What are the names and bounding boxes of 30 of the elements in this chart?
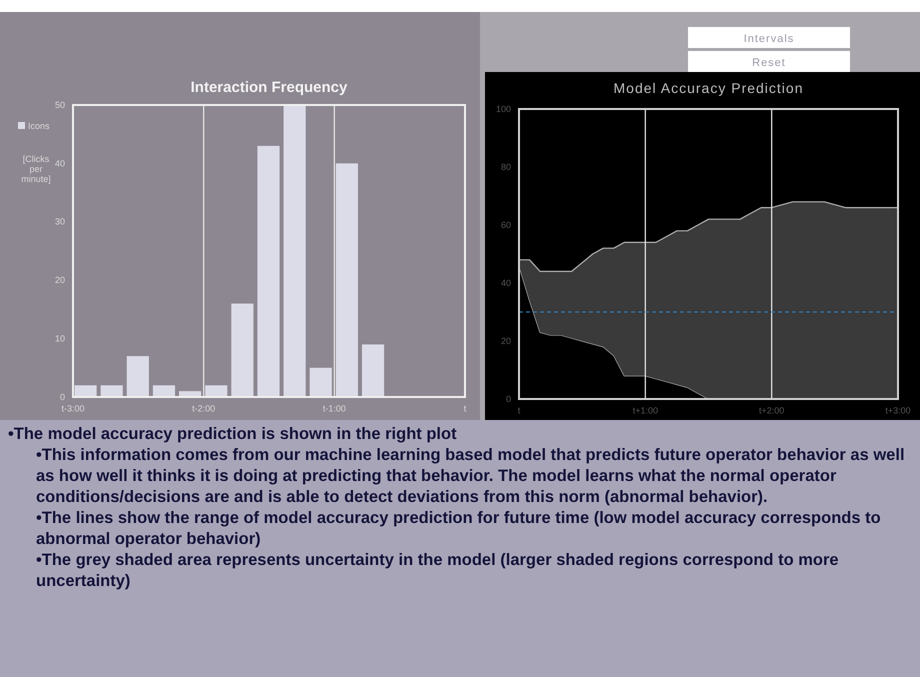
text: Reset xyxy=(752,57,786,69)
x-tick-label: t+1:00 xyxy=(632,405,658,416)
y-tick-label: 40 xyxy=(500,278,511,288)
chart-title: Model Accuracy Prediction xyxy=(614,80,804,96)
text: •The lines show the range of model accuracy prediction for future time (low model accuracy corresponds to abnormal operator behavior) xyxy=(35,508,882,550)
text: •This information comes from our machine learning based model that predicts future operator behavior as well as how well it thinks it is doing at predicting that behavior. The model learns what the normal operator conditions/decisions are and is able to detect deviations from this norm (abnormal behavior). xyxy=(35,445,906,508)
x-tick-label: t xyxy=(518,405,521,416)
text: •The grey shaded area represents uncertainty in the model (larger shaded regions correspond to more uncertainty) xyxy=(35,550,840,592)
y-tick-label: 20 xyxy=(500,336,511,346)
y-tick-label: 100 xyxy=(496,104,511,114)
x-tick-label: t xyxy=(464,403,467,414)
y-tick-label: 50 xyxy=(54,100,65,110)
x-tick-label: t-2:00 xyxy=(192,403,216,414)
y-tick-label: 0 xyxy=(506,394,511,404)
text: •The model accuracy prediction is shown in the right plot xyxy=(8,424,458,445)
y-tick-label: 40 xyxy=(54,158,65,168)
chart-title: Interaction Frequency xyxy=(190,79,348,96)
x-tick-label: t+3:00 xyxy=(885,405,911,416)
y-tick-label: 10 xyxy=(54,333,65,344)
y-axis-title: [Clicks per minute] xyxy=(21,154,51,184)
y-tick-label: 20 xyxy=(54,275,65,286)
y-tick-label: 60 xyxy=(500,220,511,230)
text: Intervals xyxy=(744,33,794,45)
y-tick-label: 80 xyxy=(500,162,511,172)
x-tick-label: t-3:00 xyxy=(61,403,85,414)
x-tick-label: t+2:00 xyxy=(759,405,784,416)
y-tick-label: 30 xyxy=(54,216,65,227)
x-tick-label: t-1:00 xyxy=(322,403,346,414)
y-tick-label: 0 xyxy=(60,392,65,402)
legend-label: Icons xyxy=(28,121,50,131)
